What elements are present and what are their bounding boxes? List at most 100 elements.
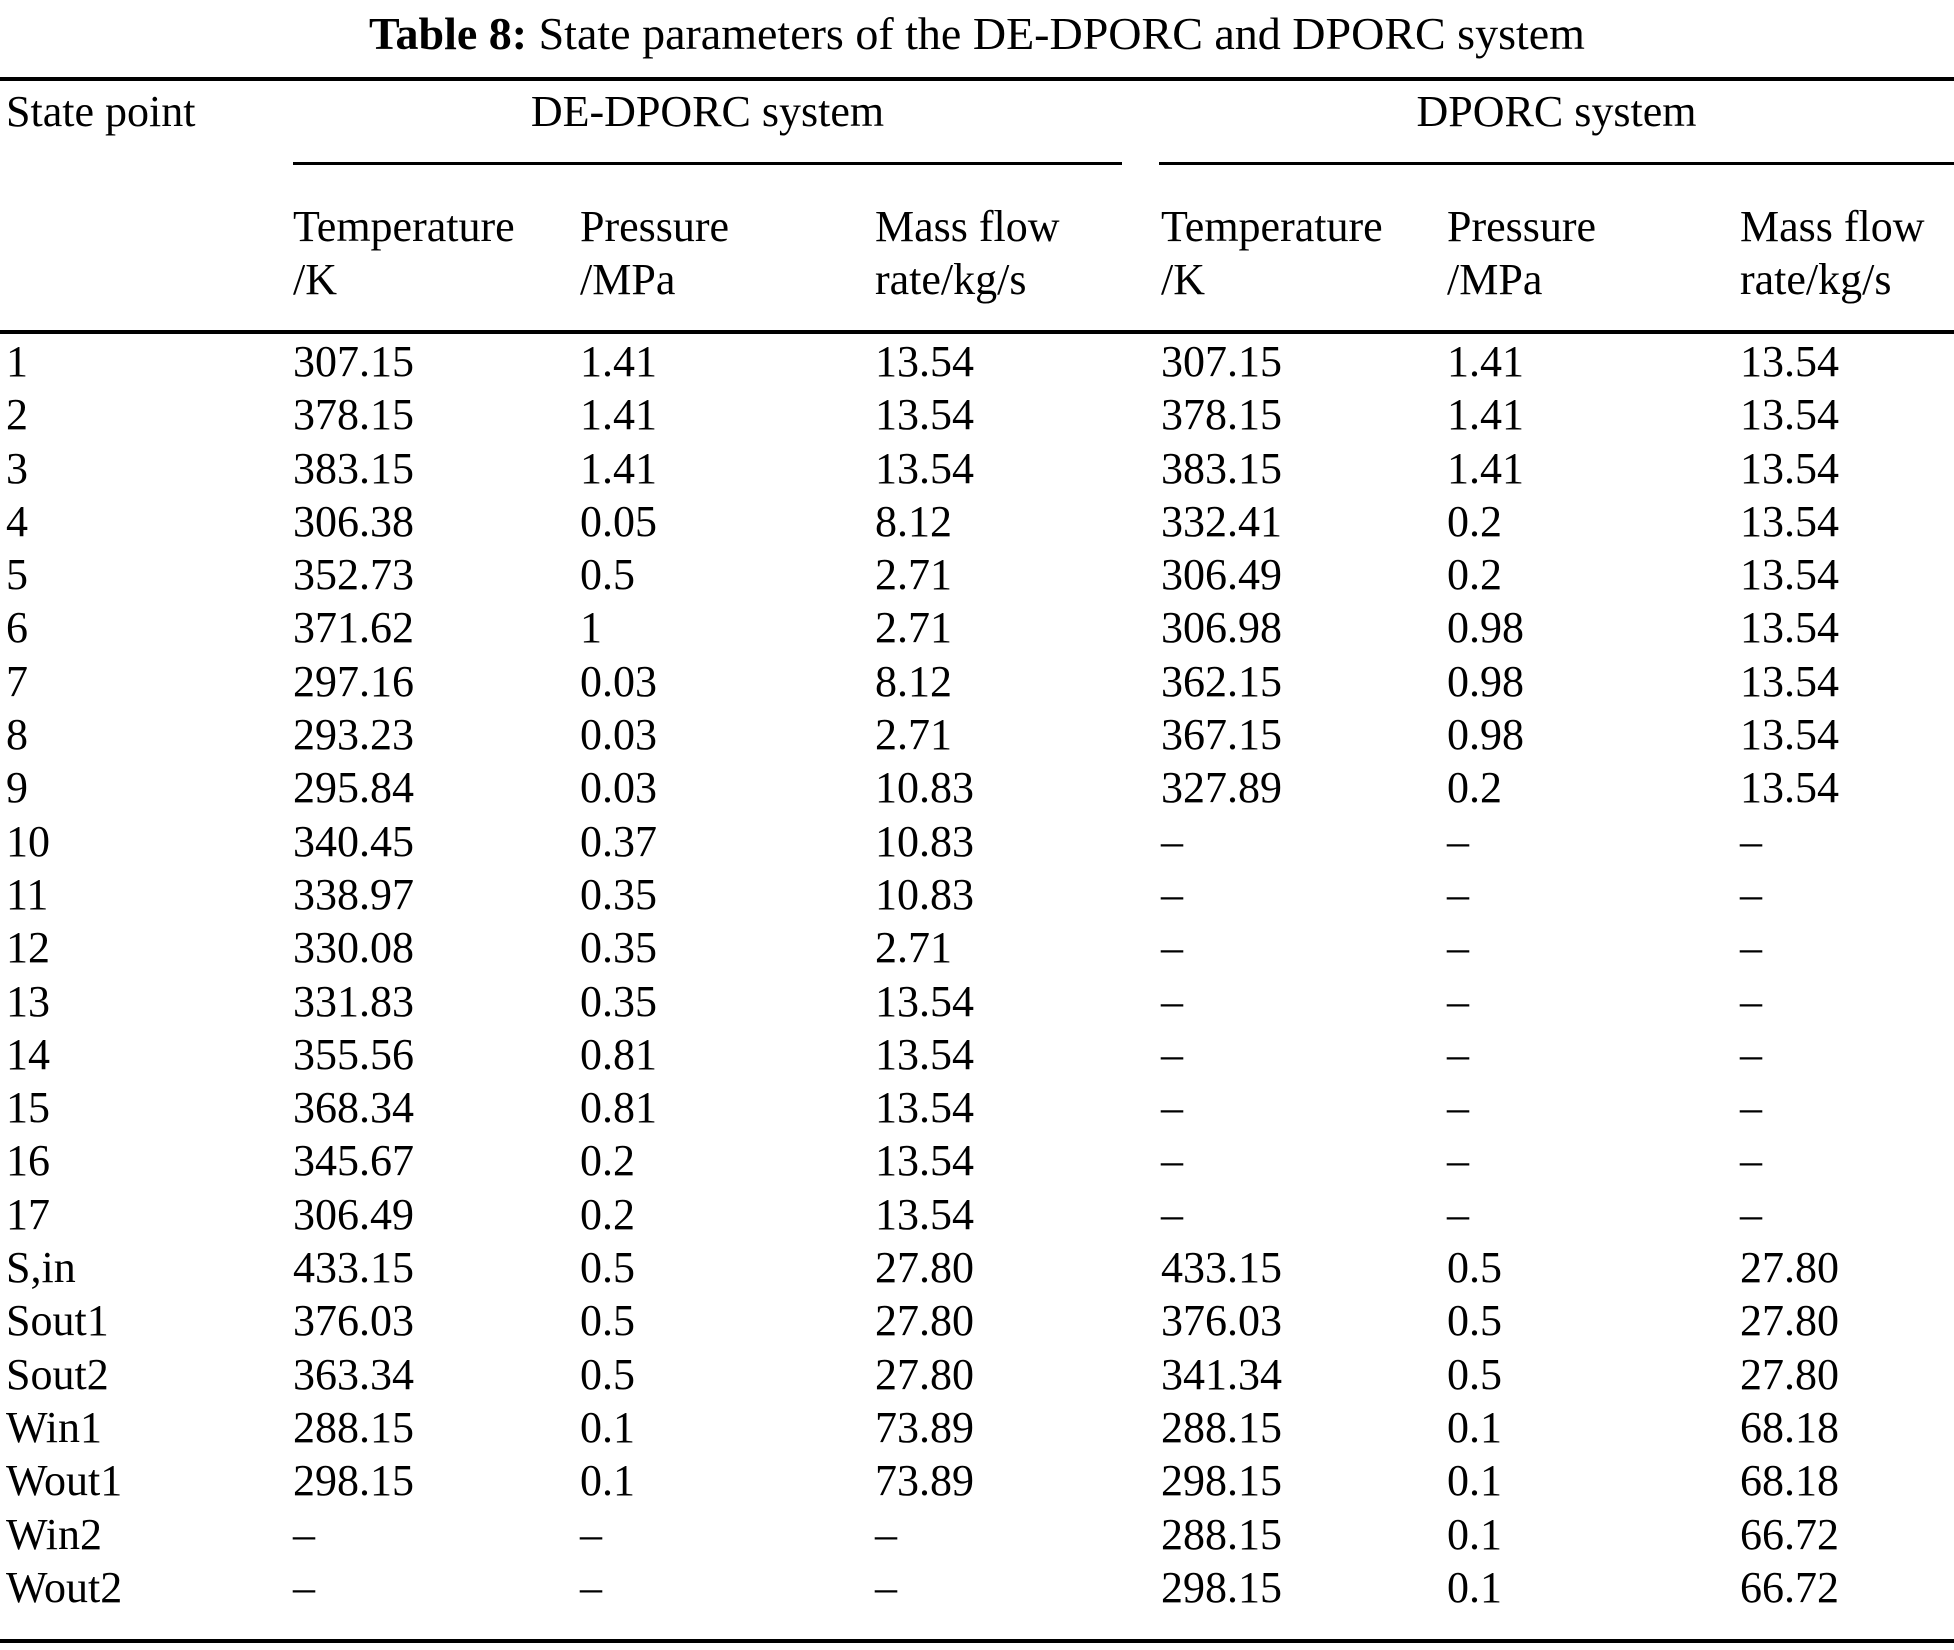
de-pressure-cell: 1.41 — [580, 390, 657, 440]
de-massflow-cell: 2.71 — [875, 603, 952, 653]
de-temperature-cell: 363.34 — [293, 1349, 414, 1399]
dporc-temperature-cell: 288.15 — [1161, 1509, 1282, 1559]
dporc-temperature-cell: 298.15 — [1161, 1562, 1282, 1612]
de-pressure-cell: 1.41 — [580, 337, 657, 386]
dporc-pressure-cell: 0.5 — [1447, 1296, 1502, 1346]
row-label-cell: 1 — [6, 337, 28, 386]
de-pressure-cell: 0.37 — [580, 816, 657, 866]
de-pressure-cell: 0.81 — [580, 1083, 657, 1133]
de-pressure-cell: 0.81 — [580, 1029, 657, 1079]
row-label-cell: 11 — [6, 869, 49, 919]
de-temperature-cell: 306.49 — [293, 1189, 414, 1239]
de-temperature-cell: 378.15 — [293, 390, 414, 440]
de-massflow-cell: 13.54 — [875, 1083, 974, 1133]
dporc-pressure-cell: – — [1447, 1083, 1469, 1133]
de-pressure-cell: 0.1 — [580, 1456, 635, 1506]
table-caption-number: Table 8: — [369, 8, 528, 59]
subheader-row: Temperature /K Pressure /MPa Mass flow r… — [293, 200, 1954, 306]
dporc-temperature-cell: 306.49 — [1161, 550, 1282, 600]
dporc-pressure-cell: – — [1447, 1029, 1469, 1079]
column-header-dporc-massflow: Mass flow rate/kg/s — [1740, 202, 1925, 304]
de-massflow-cell: 10.83 — [875, 763, 974, 813]
dporc-massflow-cell: – — [1740, 1029, 1762, 1079]
dporc-pressure-cell: 0.2 — [1447, 496, 1502, 546]
dporc-temperature-cell: 306.98 — [1161, 603, 1282, 653]
dporc-temperature-cell: 327.89 — [1161, 763, 1282, 813]
dporc-massflow-cell: – — [1740, 976, 1762, 1026]
dporc-pressure-cell: 0.98 — [1447, 603, 1524, 653]
dporc-pressure-cell: 1.41 — [1447, 337, 1524, 386]
de-pressure-cell: 0.5 — [580, 1243, 635, 1293]
de-pressure-cell: 0.03 — [580, 710, 657, 760]
dporc-pressure-cell: – — [1447, 976, 1469, 1026]
de-temperature-cell: 371.62 — [293, 603, 414, 653]
dporc-pressure-cell: – — [1447, 923, 1469, 973]
de-pressure-cell: 0.5 — [580, 1296, 635, 1346]
de-massflow-cell: 13.54 — [875, 337, 974, 386]
row-label-cell: 3 — [6, 443, 28, 493]
dporc-temperature-cell: 378.15 — [1161, 390, 1282, 440]
dporc-temperature-cell: – — [1161, 816, 1183, 866]
dporc-group-rule — [1159, 162, 1954, 165]
group-header-dporc: DPORC system — [1416, 87, 1697, 136]
row-label-cell: 5 — [6, 550, 28, 600]
dporc-temperature-cell: – — [1161, 1189, 1183, 1239]
dporc-massflow-cell: 13.54 — [1740, 763, 1839, 813]
de-pressure-cell: 0.5 — [580, 1349, 635, 1399]
table-body: 1 307.15 1.41 13.54 307.15 1.41 13.54 2 … — [6, 335, 1954, 1614]
column-header-dporc-pressure: Pressure /MPa — [1447, 202, 1597, 304]
dporc-massflow-cell: 66.72 — [1740, 1562, 1839, 1612]
de-temperature-cell: 383.15 — [293, 443, 414, 493]
de-temperature-cell: 293.23 — [293, 710, 414, 760]
de-pressure-cell: 0.5 — [580, 550, 635, 600]
dporc-pressure-cell: – — [1447, 816, 1469, 866]
dporc-temperature-cell: 288.15 — [1161, 1402, 1282, 1452]
de-massflow-cell: 10.83 — [875, 869, 974, 919]
row-label-cell: Win1 — [6, 1402, 102, 1452]
de-temperature-cell: 307.15 — [293, 337, 414, 386]
dporc-massflow-cell: 27.80 — [1740, 1243, 1839, 1293]
de-pressure-cell: 1 — [580, 603, 602, 653]
column-header-de-massflow: Mass flow rate/kg/s — [875, 202, 1060, 304]
de-temperature-cell: 340.45 — [293, 816, 414, 866]
row-label-cell: 12 — [6, 923, 50, 973]
dporc-temperature-cell: 383.15 — [1161, 443, 1282, 493]
de-temperature-cell: 288.15 — [293, 1402, 414, 1452]
dporc-pressure-cell: 0.98 — [1447, 710, 1524, 760]
de-pressure-cell: 0.35 — [580, 923, 657, 973]
de-massflow-cell: 13.54 — [875, 1189, 974, 1239]
dporc-temperature-cell: – — [1161, 1029, 1183, 1079]
dporc-massflow-cell: 27.80 — [1740, 1349, 1839, 1399]
row-label-cell: 4 — [6, 496, 28, 546]
dporc-pressure-cell: 0.5 — [1447, 1243, 1502, 1293]
dporc-pressure-cell: 0.1 — [1447, 1456, 1502, 1506]
de-massflow-cell: 2.71 — [875, 923, 952, 973]
de-massflow-cell: 27.80 — [875, 1243, 974, 1293]
row-label-cell: 13 — [6, 976, 50, 1026]
dporc-massflow-cell: 66.72 — [1740, 1509, 1839, 1559]
de-pressure-cell: 0.2 — [580, 1189, 635, 1239]
de-massflow-cell: 73.89 — [875, 1402, 974, 1452]
dporc-massflow-cell: 13.54 — [1740, 390, 1839, 440]
de-massflow-cell: 8.12 — [875, 496, 952, 546]
de-temperature-cell: 433.15 — [293, 1243, 414, 1293]
dporc-temperature-cell: – — [1161, 869, 1183, 919]
row-label-cell: Win2 — [6, 1509, 102, 1559]
row-label-cell: 17 — [6, 1189, 50, 1239]
dporc-massflow-cell: 13.54 — [1740, 443, 1839, 493]
dporc-temperature-cell: 341.34 — [1161, 1349, 1282, 1399]
de-massflow-cell: 13.54 — [875, 1029, 974, 1079]
dporc-pressure-cell: – — [1447, 869, 1469, 919]
de-temperature-cell: 331.83 — [293, 976, 414, 1026]
de-temperature-cell: 345.67 — [293, 1136, 414, 1186]
de-temperature-cell: – — [293, 1509, 315, 1559]
dporc-temperature-cell: – — [1161, 923, 1183, 973]
row-label-cell: Sout1 — [6, 1296, 109, 1346]
de-temperature-cell: 352.73 — [293, 550, 414, 600]
row-label-cell: 8 — [6, 710, 28, 760]
dporc-massflow-cell: 13.54 — [1740, 603, 1839, 653]
dporc-massflow-cell: – — [1740, 869, 1762, 919]
row-label-cell: Wout2 — [6, 1562, 123, 1612]
dporc-massflow-cell: – — [1740, 816, 1762, 866]
